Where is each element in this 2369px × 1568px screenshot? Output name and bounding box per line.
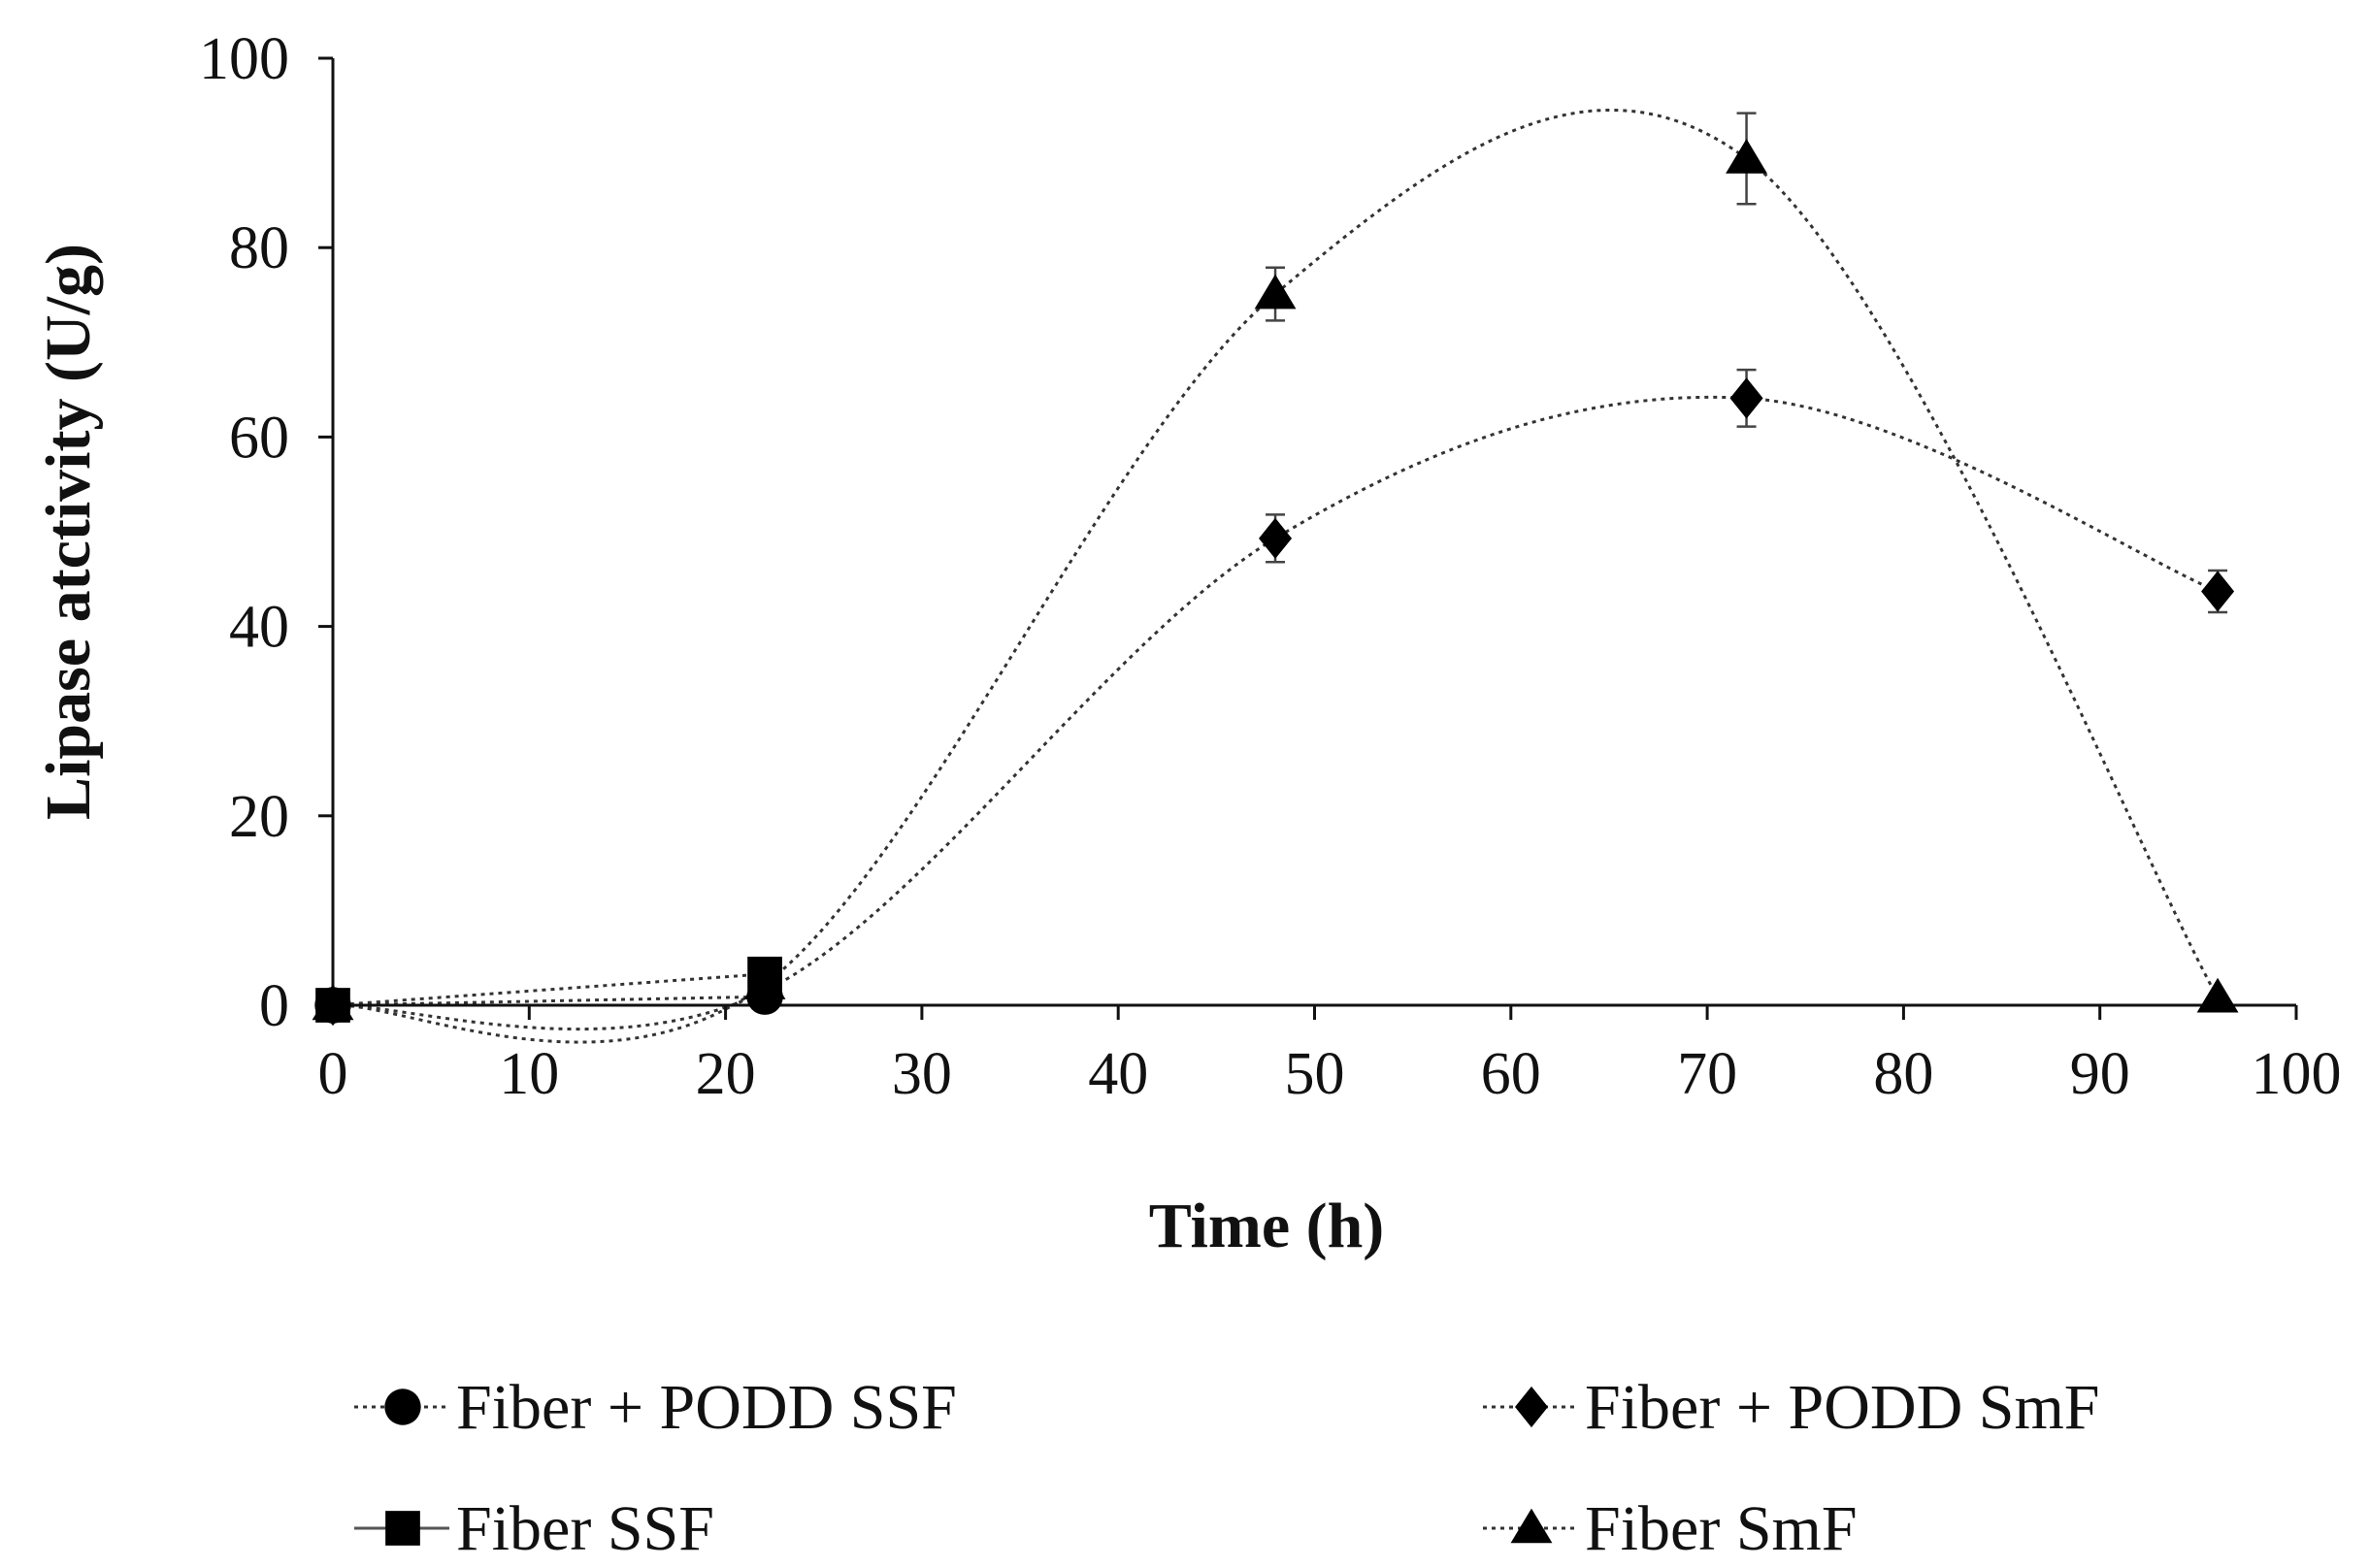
legend-label-fiber-podd-ssf: Fiber + PODD SSF — [456, 1372, 957, 1443]
x-tick-label-70: 70 — [1677, 1041, 1737, 1107]
y-tick-label-100: 100 — [199, 26, 289, 92]
plot-lines — [332, 109, 2220, 1044]
axes — [331, 58, 2296, 1007]
legend-marker-fiber-smf — [1510, 1508, 1553, 1544]
point-fiber-smf-2 — [1254, 274, 1297, 310]
point-fiber-podd-smf-4 — [2201, 571, 2235, 612]
x-tick-label-50: 50 — [1285, 1041, 1345, 1107]
point-fiber-smf-1 — [743, 964, 786, 999]
legend-item-fiber-podd-smf: Fiber + PODD SmF — [1483, 1372, 2099, 1443]
legend-label-fiber-podd-smf: Fiber + PODD SmF — [1585, 1372, 2099, 1443]
series-line-fiber-ssf — [332, 972, 766, 1007]
y-tick-label-80: 80 — [229, 215, 289, 281]
ticks: 0 10 20 30 40 50 60 70 80 90 100 0 20 40 60 80 100 — [199, 26, 2342, 1107]
series-line-fiber-podd-smf — [332, 395, 2219, 1031]
legend-label-fiber-ssf: Fiber SSF — [456, 1493, 714, 1564]
legend-marker-fiber-podd-smf — [1515, 1386, 1548, 1428]
error-bars — [1266, 112, 2228, 614]
x-tick-label-0: 0 — [318, 1041, 348, 1107]
x-tick-label-90: 90 — [2070, 1041, 2130, 1107]
point-fiber-smf-4 — [2196, 977, 2239, 1013]
x-tick-label-20: 20 — [696, 1041, 756, 1107]
legend-item-fiber-ssf: Fiber SSF — [354, 1493, 714, 1564]
legend-label-fiber-smf: Fiber SmF — [1585, 1493, 1858, 1564]
x-tick-label-30: 30 — [892, 1041, 952, 1107]
series-line-fiber-smf — [332, 109, 2220, 1044]
y-tick-label-20: 20 — [229, 784, 289, 850]
x-axis-title: Time (h) — [1149, 1191, 1385, 1261]
legend-marker-fiber-podd-ssf — [384, 1388, 421, 1425]
y-axis-title: Lipase atctivity (U/g) — [33, 244, 104, 820]
point-fiber-podd-smf-3 — [1729, 377, 1763, 419]
x-tick-label-10: 10 — [499, 1041, 559, 1107]
y-tick-label-60: 60 — [229, 405, 289, 471]
legend: Fiber + PODD SSF Fiber + PODD SmF Fiber SS… — [354, 1372, 2099, 1564]
point-fiber-podd-smf-2 — [1259, 517, 1293, 559]
markers — [312, 139, 2239, 1027]
x-tick-label-100: 100 — [2252, 1041, 2342, 1107]
point-fiber-smf-0 — [312, 985, 354, 1021]
legend-item-fiber-smf: Fiber SmF — [1483, 1493, 1858, 1564]
y-tick-label-40: 40 — [229, 595, 289, 661]
x-tick-label-80: 80 — [1873, 1041, 1933, 1107]
legend-marker-fiber-ssf — [385, 1511, 420, 1546]
point-fiber-smf-3 — [1726, 139, 1767, 174]
x-tick-label-40: 40 — [1088, 1041, 1148, 1107]
legend-item-fiber-podd-ssf: Fiber + PODD SSF — [354, 1372, 957, 1443]
x-tick-label-60: 60 — [1481, 1041, 1541, 1107]
y-tick-label-0: 0 — [259, 973, 289, 1039]
